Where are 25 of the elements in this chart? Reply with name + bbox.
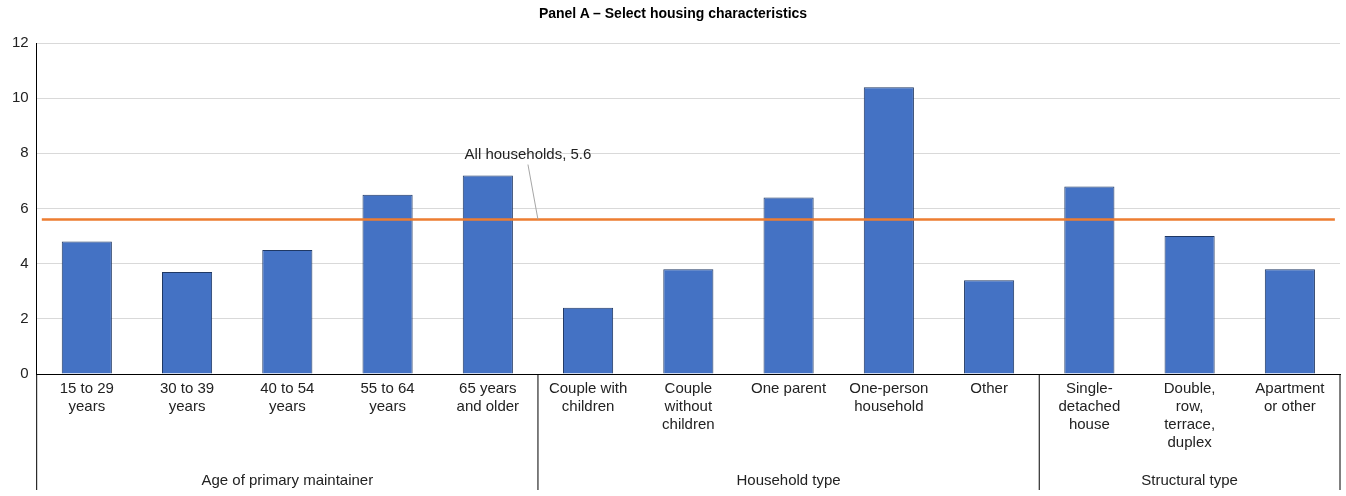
x-tick-label: One-person household bbox=[849, 379, 929, 415]
x-tick-label: Other bbox=[970, 379, 1008, 397]
y-tick-label: 12 bbox=[12, 33, 29, 51]
y-tick-label: 4 bbox=[20, 253, 29, 271]
x-tick-label: One parent bbox=[751, 379, 827, 397]
x-tick-label: Couple with children bbox=[548, 379, 628, 415]
y-tick-label: 2 bbox=[20, 308, 29, 326]
x-tick-label: 65 years and older bbox=[456, 379, 520, 415]
x-tick-label: 15 to 29 years bbox=[59, 379, 114, 415]
ref-line-label: All households, 5.6 bbox=[464, 145, 592, 163]
y-tick-label: 0 bbox=[20, 364, 29, 382]
y-tick-label: 8 bbox=[20, 143, 29, 161]
x-tick-label: Double, row, terrace, duplex bbox=[1163, 379, 1216, 451]
y-tick-label: 6 bbox=[20, 198, 29, 216]
text: Age of primary maintainer bbox=[201, 470, 374, 488]
x-tick-label: 55 to 64 years bbox=[360, 379, 415, 415]
x-tick-label: 40 to 54 years bbox=[260, 379, 315, 415]
y-tick-label: 10 bbox=[12, 88, 29, 106]
x-tick-label: Couple without children bbox=[662, 379, 715, 433]
text: Structural type bbox=[1141, 470, 1238, 488]
x-tick-label: Single-detached house bbox=[1058, 379, 1121, 433]
text: Household type bbox=[736, 470, 841, 488]
x-tick-label: 30 to 39 years bbox=[159, 379, 215, 415]
x-tick-label: Apartment or other bbox=[1255, 379, 1326, 415]
chart-title: Panel A – Select housing characteristics bbox=[537, 4, 809, 23]
